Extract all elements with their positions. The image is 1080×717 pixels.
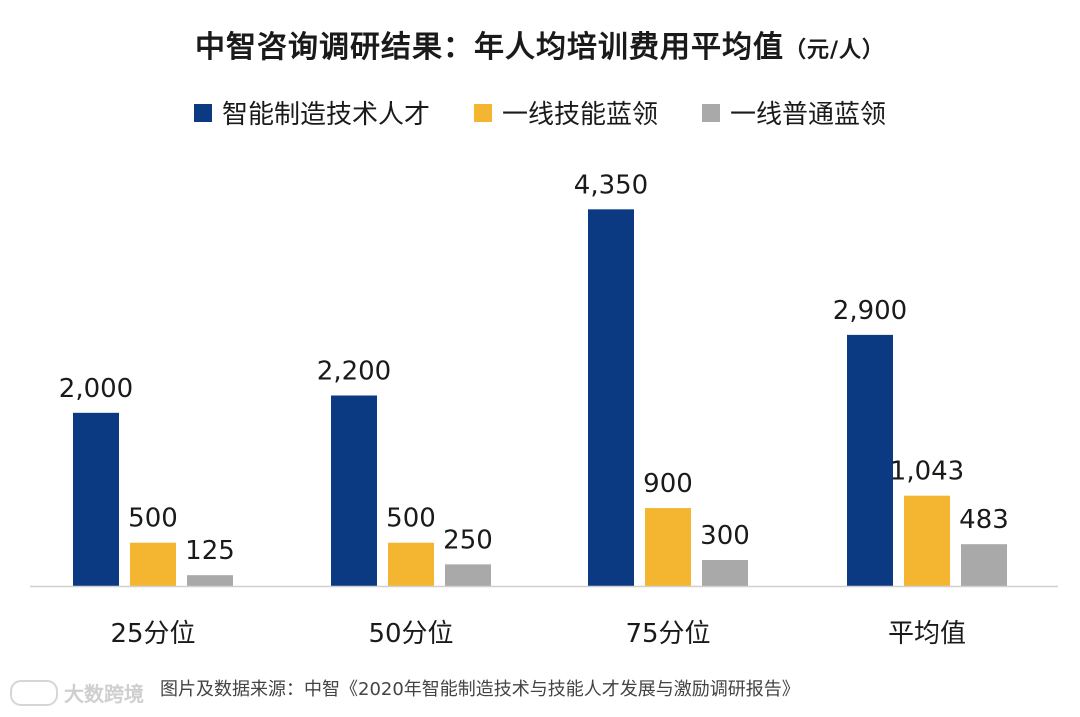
bar-label-2-0: 4,350 [574, 170, 648, 200]
bar-2-2 [702, 560, 748, 586]
bar-1-0 [331, 395, 377, 586]
bar-2-0 [588, 209, 634, 587]
bar-label-1-1: 500 [386, 504, 436, 534]
bar-label-3-2: 483 [959, 505, 1009, 535]
watermark-text: 大数跨境 [64, 682, 144, 706]
bar-label-2-2: 300 [700, 521, 750, 551]
legend-swatch-series-1 [473, 103, 492, 122]
bar-label-0-2: 125 [185, 536, 235, 566]
chart-title: 中智咨询调研结果：年人均培训费用平均值（元/人） [0, 22, 1080, 66]
watermark-logo-icon [10, 679, 58, 706]
bar-0-1 [130, 542, 176, 586]
legend-label-series-2: 一线普通蓝领 [730, 100, 887, 130]
bar-2-1 [645, 508, 691, 586]
legend-item-series-0: 智能制造技术人才 [193, 94, 430, 131]
legend-swatch-series-0 [193, 103, 212, 122]
legend-label-series-0: 智能制造技术人才 [221, 100, 430, 130]
bar-3-2 [961, 544, 1007, 586]
bar-label-2-1: 900 [643, 469, 693, 499]
bar-label-0-0: 2,000 [59, 374, 133, 404]
bar-0-0 [73, 412, 119, 586]
category-label-0: 25分位 [110, 619, 195, 649]
category-label-3: 平均值 [888, 619, 966, 649]
category-label-2: 75分位 [625, 619, 710, 649]
bar-3-0 [847, 334, 893, 586]
bar-3-1 [904, 495, 950, 586]
bar-label-1-0: 2,200 [317, 357, 391, 387]
bar-0-2 [187, 575, 233, 586]
bar-1-2 [445, 564, 491, 586]
bar-label-0-1: 500 [128, 504, 178, 534]
legend-swatch-series-2 [702, 103, 720, 122]
source-note: 图片及数据来源：中智《2020年智能制造技术与技能人才发展与激励调研报告》 [160, 679, 800, 700]
category-label-1: 50分位 [368, 619, 453, 649]
chart-title-text: 中智咨询调研结果：年人均培训费用平均值 [194, 30, 784, 65]
bar-label-3-0: 2,900 [833, 296, 907, 326]
watermark: 大数跨境 [10, 678, 144, 707]
legend: 智能制造技术人才 一线技能蓝领 一线普通蓝领 [0, 94, 1080, 131]
bar-1-1 [388, 542, 434, 586]
legend-item-series-1: 一线技能蓝领 [473, 94, 658, 131]
legend-label-series-1: 一线技能蓝领 [501, 100, 658, 130]
bar-label-3-1: 1,043 [890, 457, 964, 487]
bar-label-1-2: 250 [443, 525, 493, 555]
legend-item-series-2: 一线普通蓝领 [702, 94, 886, 131]
chart-title-unit: （元/人） [783, 38, 886, 63]
